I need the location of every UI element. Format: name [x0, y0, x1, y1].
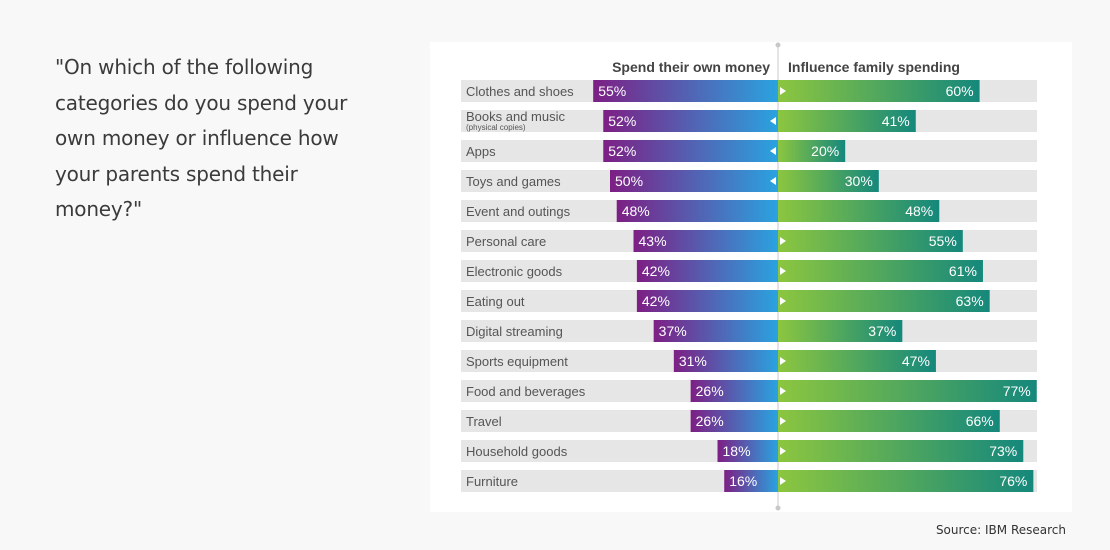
- value-own-money: 42%: [642, 293, 670, 309]
- bar-own-money: [593, 80, 778, 102]
- bar-influence: [778, 290, 990, 312]
- value-own-money: 43%: [639, 233, 667, 249]
- divider-top-dot: [775, 42, 781, 48]
- value-own-money: 48%: [622, 203, 650, 219]
- bar-own-money: [673, 350, 778, 372]
- bar-own-money: [603, 140, 778, 162]
- bar-own-money: [636, 290, 778, 312]
- category-label: Event and outings: [466, 204, 571, 219]
- category-label: Sports equipment: [466, 354, 568, 369]
- marker-right-arrow: [780, 87, 786, 95]
- category-label: Clothes and shoes: [466, 84, 574, 99]
- category-label: Eating out: [466, 294, 525, 309]
- category-label: Furniture: [466, 474, 518, 489]
- value-own-money: 18%: [723, 443, 751, 459]
- value-influence: 37%: [868, 323, 896, 339]
- bar-influence: [778, 80, 980, 102]
- category-label: Toys and games: [466, 174, 561, 189]
- bar-influence: [778, 230, 963, 252]
- category-label: Food and beverages: [466, 384, 586, 399]
- value-influence: 41%: [882, 113, 910, 129]
- value-influence: 48%: [905, 203, 933, 219]
- value-influence: 63%: [956, 293, 984, 309]
- category-label: Books and music: [466, 109, 565, 124]
- marker-right-arrow: [780, 267, 786, 275]
- category-label: Digital streaming: [466, 324, 563, 339]
- value-own-money: 55%: [598, 83, 626, 99]
- value-influence: 20%: [811, 143, 839, 159]
- marker-left-arrow: [770, 177, 776, 185]
- value-influence: 47%: [902, 353, 930, 369]
- marker-left-arrow: [770, 117, 776, 125]
- bar-own-money: [690, 380, 778, 402]
- divider-bottom-dot: [775, 505, 781, 511]
- value-own-money: 42%: [642, 263, 670, 279]
- legend-influence-family-spending: Influence family spending: [788, 59, 960, 75]
- bar-own-money: [603, 110, 778, 132]
- bar-own-money: [690, 410, 778, 432]
- value-own-money: 26%: [696, 383, 724, 399]
- bar-influence: [778, 470, 1034, 492]
- value-own-money: 26%: [696, 413, 724, 429]
- bar-influence: [778, 140, 846, 162]
- category-label: Travel: [466, 414, 502, 429]
- value-influence: 77%: [1003, 383, 1031, 399]
- marker-right-arrow: [780, 297, 786, 305]
- category-label: Apps: [466, 144, 496, 159]
- value-own-money: 52%: [608, 143, 636, 159]
- legend-spend-own-money: Spend their own money: [612, 59, 770, 75]
- marker-right-arrow: [780, 387, 786, 395]
- value-influence: 30%: [845, 173, 873, 189]
- bar-own-money: [636, 260, 778, 282]
- survey-question: "On which of the following categories do…: [55, 55, 348, 221]
- bar-influence: [778, 410, 1000, 432]
- bar-own-money: [616, 200, 778, 222]
- bar-influence: [778, 440, 1024, 462]
- chart-panel: Spend their own money Influence family sp…: [430, 42, 1072, 512]
- marker-right-arrow: [780, 477, 786, 485]
- marker-right-arrow: [780, 447, 786, 455]
- diverging-bar-chart: Spend their own money Influence family sp…: [461, 42, 1037, 511]
- value-own-money: 37%: [659, 323, 687, 339]
- category-label: Personal care: [466, 234, 546, 249]
- category-label: Electronic goods: [466, 264, 563, 279]
- bar-influence: [778, 170, 879, 192]
- value-influence: 60%: [946, 83, 974, 99]
- category-label: Household goods: [466, 444, 568, 459]
- bar-own-money: [653, 320, 778, 342]
- marker-left-arrow: [770, 147, 776, 155]
- bar-own-money: [610, 170, 778, 192]
- bar-influence: [778, 320, 903, 342]
- bar-influence: [778, 380, 1037, 402]
- value-own-money: 16%: [729, 473, 757, 489]
- marker-right-arrow: [780, 357, 786, 365]
- value-own-money: 50%: [615, 173, 643, 189]
- bar-own-money: [717, 440, 778, 462]
- marker-right-arrow: [780, 417, 786, 425]
- bar-own-money: [724, 470, 778, 492]
- bar-influence: [778, 110, 916, 132]
- value-own-money: 52%: [608, 113, 636, 129]
- category-sublabel: (physical copies): [466, 123, 526, 132]
- bar-influence: [778, 350, 936, 372]
- value-influence: 55%: [929, 233, 957, 249]
- value-influence: 61%: [949, 263, 977, 279]
- source-note: Source: IBM Research: [935, 523, 1066, 537]
- marker-right-arrow: [780, 237, 786, 245]
- value-own-money: 31%: [679, 353, 707, 369]
- bar-influence: [778, 260, 983, 282]
- value-influence: 66%: [966, 413, 994, 429]
- value-influence: 73%: [989, 443, 1017, 459]
- bar-influence: [778, 200, 940, 222]
- value-influence: 76%: [999, 473, 1027, 489]
- bar-own-money: [633, 230, 778, 252]
